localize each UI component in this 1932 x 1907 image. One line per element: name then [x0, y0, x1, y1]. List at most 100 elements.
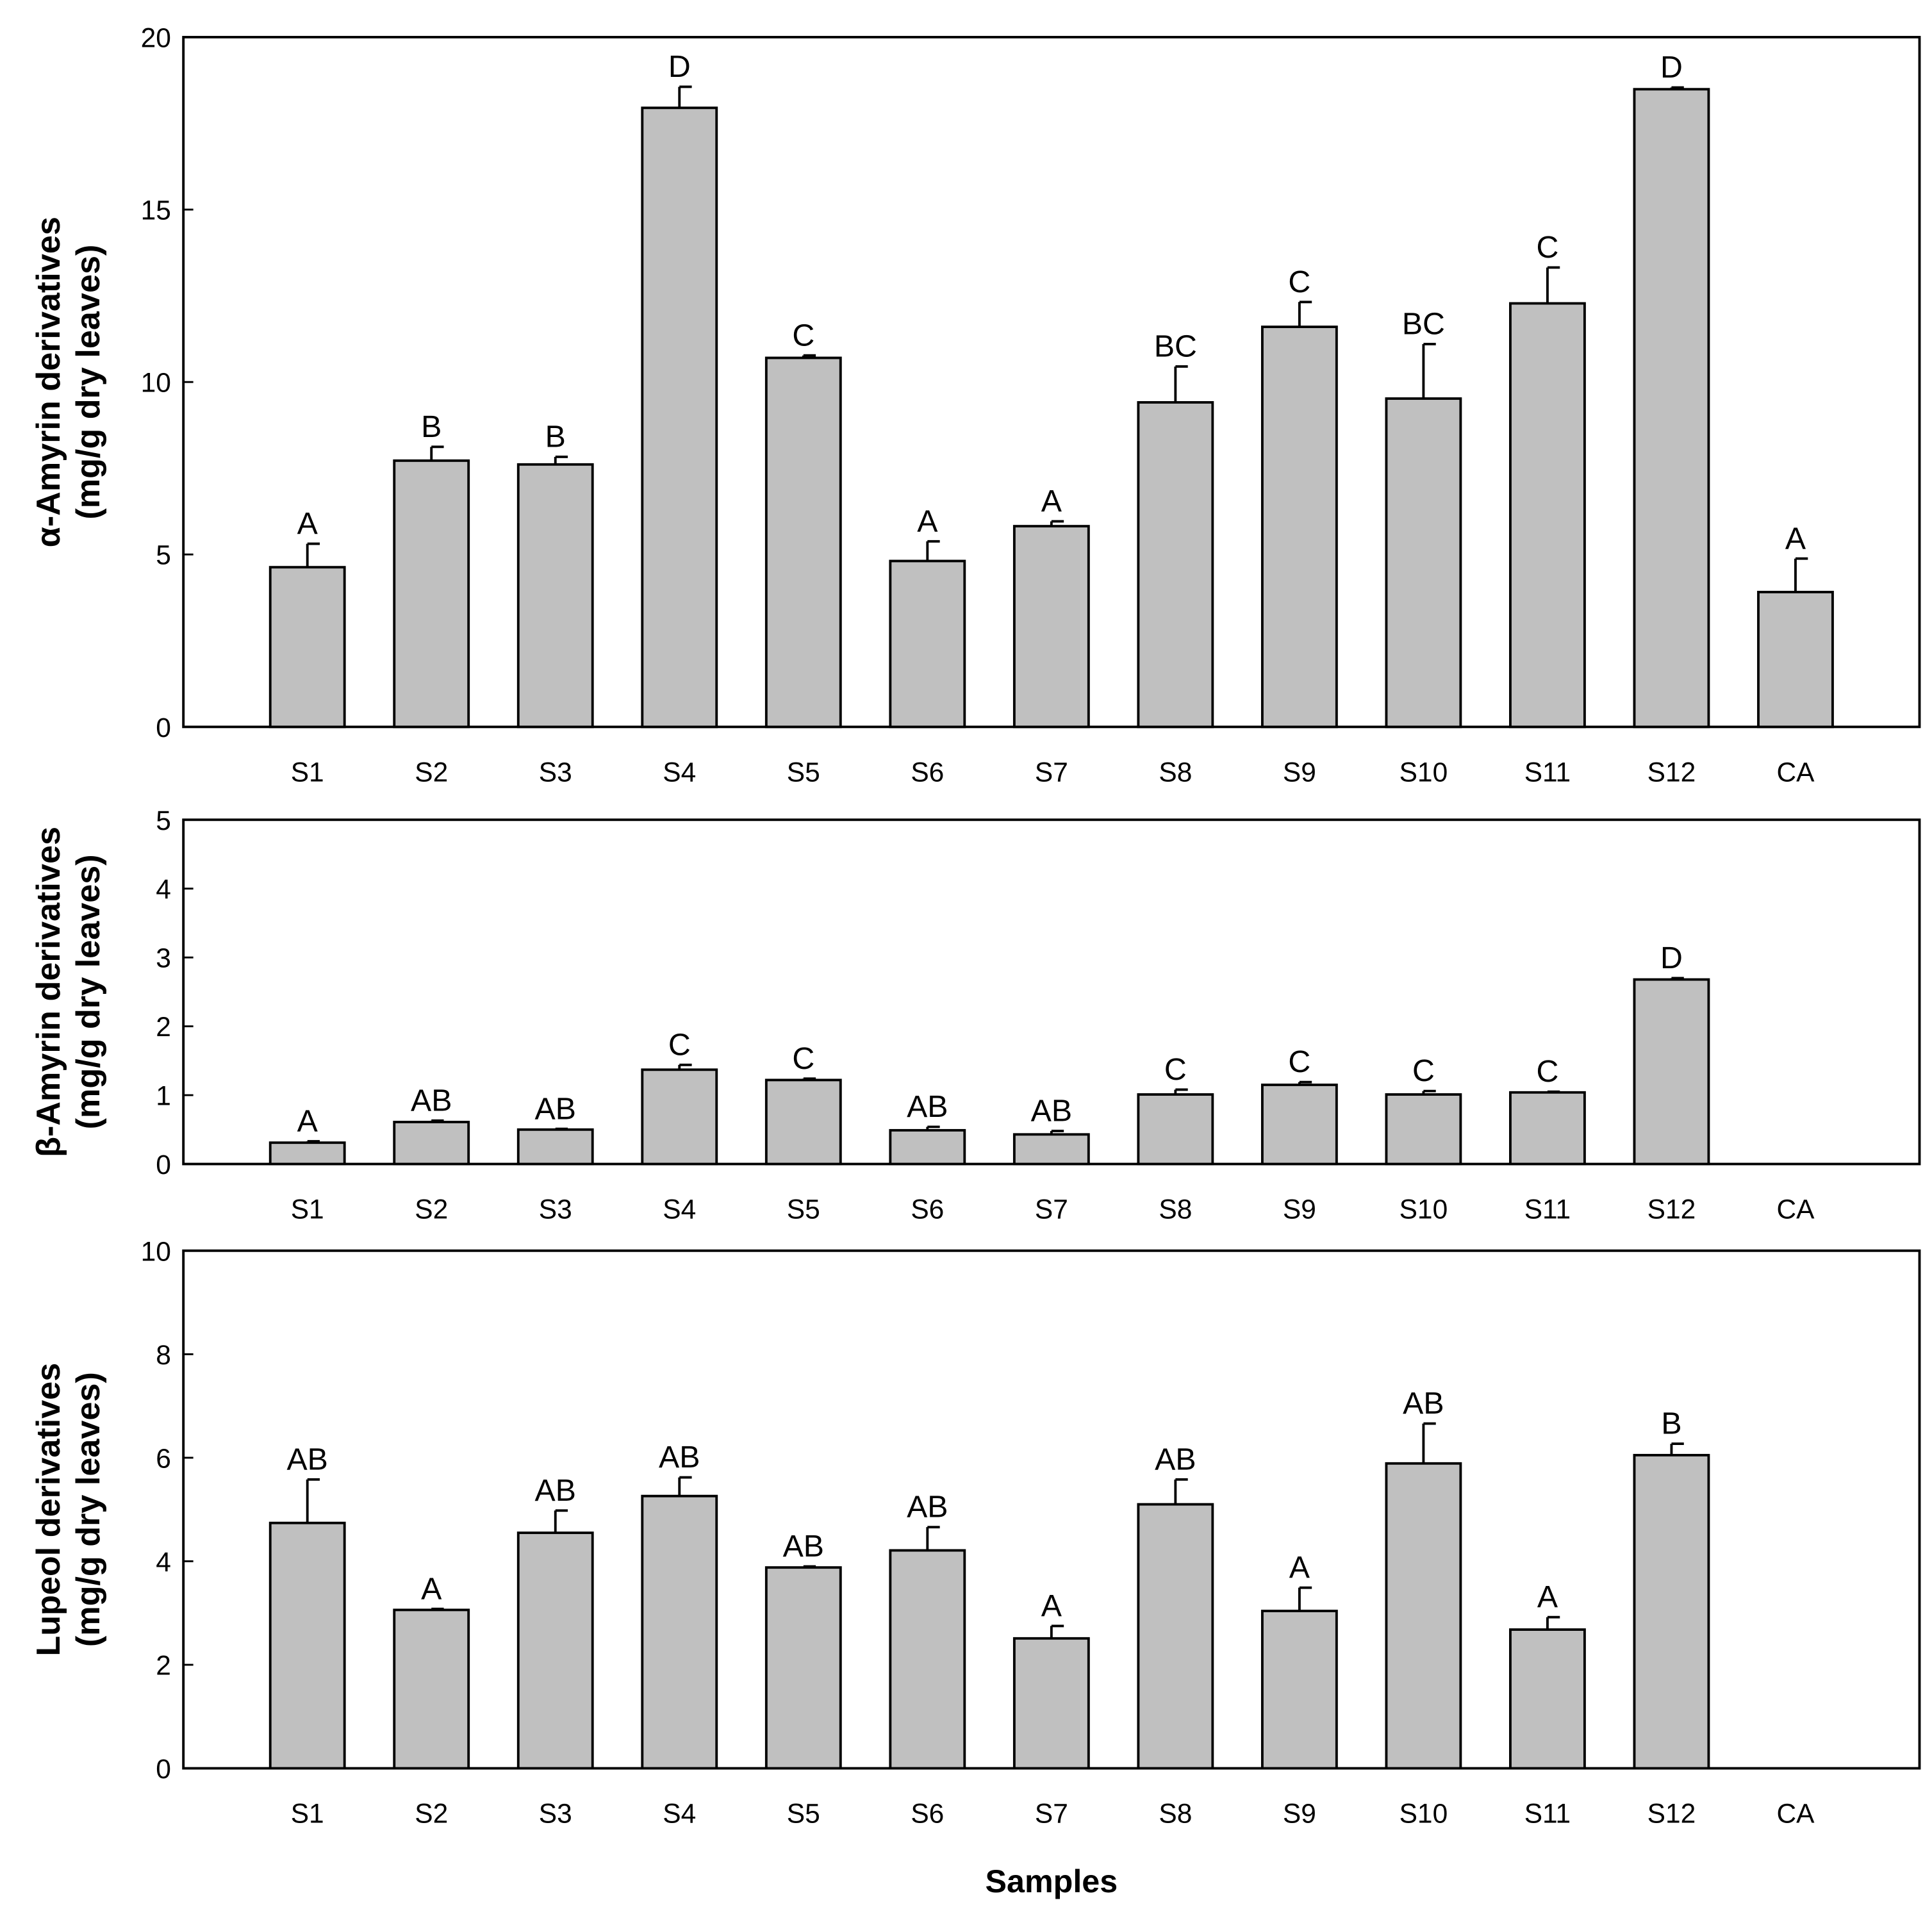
- bar: [1012, 1637, 1090, 1770]
- significance-letter: AB: [535, 1091, 576, 1126]
- significance-letter: A: [297, 506, 318, 541]
- x-tick-label: CA: [1776, 1195, 1815, 1225]
- y-axis-label: (mg/g dry leaves): [70, 1372, 107, 1647]
- x-tick-label: S11: [1524, 1799, 1571, 1829]
- bar: [1260, 1610, 1338, 1770]
- significance-letter: C: [792, 318, 814, 352]
- bar: [393, 459, 470, 729]
- error-bar: [554, 1127, 568, 1130]
- bar: [1757, 590, 1834, 729]
- bar: [1012, 525, 1090, 729]
- significance-letter: AB: [907, 1089, 948, 1124]
- significance-letter: C: [1288, 1044, 1310, 1079]
- x-tick-label: S10: [1399, 757, 1448, 788]
- x-tick-label: S9: [1283, 1799, 1316, 1829]
- error-bar: [554, 456, 568, 465]
- x-tick-label: S3: [539, 757, 572, 788]
- significance-letter: D: [1660, 50, 1683, 85]
- bar: [1633, 88, 1710, 729]
- significance-letter: A: [1785, 521, 1806, 556]
- error-bar: [1546, 1615, 1560, 1630]
- bar: [1137, 1503, 1214, 1770]
- y-axis-label: (mg/g dry leaves): [70, 854, 107, 1129]
- x-tick-label: S9: [1283, 757, 1316, 788]
- x-tick-label: S11: [1524, 1195, 1571, 1225]
- bar: [1509, 1628, 1586, 1770]
- error-bar: [1298, 301, 1312, 327]
- bar: [1260, 326, 1338, 729]
- significance-letter: BC: [1154, 329, 1197, 363]
- significance-letter: B: [1661, 1407, 1681, 1441]
- bar: [393, 1121, 470, 1166]
- significance-letter: C: [1536, 230, 1558, 265]
- x-tick-label: S8: [1159, 757, 1192, 788]
- error-bar: [1050, 1624, 1064, 1639]
- x-tick-label: S7: [1035, 1799, 1068, 1829]
- significance-letter: D: [668, 49, 691, 84]
- bar: [1385, 1462, 1462, 1770]
- bar: [889, 1549, 966, 1770]
- bar: [516, 1531, 594, 1770]
- x-tick-label: S8: [1159, 1195, 1192, 1225]
- x-tick-label: S10: [1399, 1799, 1448, 1829]
- error-bar: [1174, 365, 1188, 402]
- bar: [889, 1128, 966, 1166]
- x-tick-label: S7: [1035, 1195, 1068, 1225]
- significance-letter: AB: [783, 1529, 824, 1564]
- bar: [1633, 1453, 1710, 1770]
- y-tick-label: 0: [156, 1150, 171, 1180]
- x-tick-label: S12: [1647, 757, 1696, 788]
- y-tick-label: 0: [156, 1754, 171, 1785]
- x-tick-label: S12: [1647, 1799, 1696, 1829]
- error-bar: [926, 1125, 940, 1130]
- y-tick-label: 4: [156, 875, 171, 905]
- x-tick-label: S1: [291, 1195, 324, 1225]
- x-tick-label: S2: [415, 1195, 448, 1225]
- x-tick-label: S7: [1035, 757, 1068, 788]
- y-tick-label: 6: [156, 1444, 171, 1474]
- significance-letter: C: [1412, 1053, 1435, 1088]
- y-tick-label: 0: [156, 713, 171, 743]
- significance-letter: AB: [411, 1083, 452, 1118]
- y-axis-label: (mg/g dry leaves): [70, 245, 107, 520]
- significance-letter: A: [1041, 1589, 1062, 1623]
- error-bar: [1422, 1089, 1436, 1094]
- error-bar: [1298, 1586, 1312, 1612]
- error-bar: [1422, 343, 1436, 399]
- error-bar: [306, 542, 320, 568]
- bar: [764, 1078, 842, 1166]
- error-bar: [678, 1476, 692, 1496]
- error-bar: [926, 1526, 940, 1551]
- bar: [764, 356, 842, 729]
- significance-letter: C: [1164, 1052, 1187, 1087]
- x-tick-label: S5: [787, 757, 820, 788]
- y-axis-label: β-Amyrin derivatives: [30, 827, 67, 1157]
- bar: [889, 559, 966, 729]
- error-bar: [802, 354, 816, 358]
- bar: [1137, 1093, 1214, 1166]
- error-bar: [1050, 1130, 1064, 1135]
- significance-letter: C: [1536, 1054, 1558, 1089]
- significance-letter: C: [1288, 265, 1310, 299]
- error-bar: [306, 1140, 320, 1143]
- y-tick-label: 10: [141, 1237, 171, 1267]
- error-bar: [1546, 1090, 1560, 1093]
- x-tick-label: S6: [911, 1195, 944, 1225]
- y-tick-label: 10: [141, 368, 171, 399]
- x-tick-label: S5: [787, 1195, 820, 1225]
- error-bar: [1174, 1478, 1188, 1505]
- y-tick-label: 20: [141, 23, 171, 53]
- y-tick-label: 2: [156, 1651, 171, 1681]
- x-tick-label: S4: [663, 757, 696, 788]
- bar: [641, 1494, 718, 1770]
- y-tick-label: 15: [141, 196, 171, 226]
- significance-letter: B: [545, 419, 566, 454]
- significance-letter: A: [297, 1104, 318, 1139]
- significance-letter: A: [1289, 1550, 1310, 1585]
- y-tick-label: 1: [156, 1082, 171, 1112]
- y-tick-label: 4: [156, 1548, 171, 1578]
- error-bar: [926, 540, 940, 561]
- error-bar: [554, 1509, 568, 1533]
- significance-letter: AB: [535, 1473, 576, 1508]
